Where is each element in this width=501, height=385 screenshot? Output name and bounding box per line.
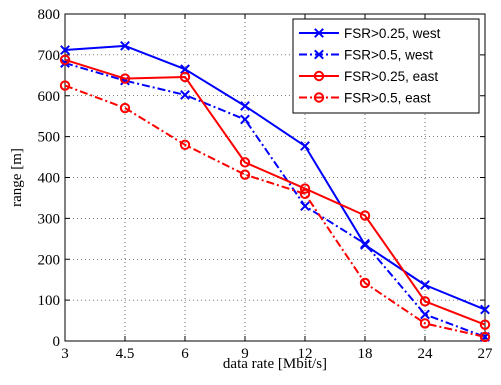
circle-marker [299, 188, 311, 200]
legend-item: FSR>0.25, east [299, 69, 438, 84]
x-tick-label: 18 [358, 346, 373, 362]
x-marker [240, 114, 250, 125]
x-marker [180, 64, 190, 75]
y-tick-label: 0 [53, 334, 61, 350]
y-tick-label: 600 [38, 89, 61, 105]
y-tick-label: 800 [38, 7, 61, 23]
y-tick-label: 500 [38, 130, 61, 146]
legend-label: FSR>0.5, east [344, 91, 431, 106]
x-marker [314, 49, 324, 60]
x-axis-label: data rate [Mbit/s] [223, 356, 327, 372]
legend-item: FSR>0.5, west [299, 48, 433, 63]
y-tick-label: 400 [38, 171, 61, 187]
series-line [64, 84, 486, 338]
circle-marker [239, 157, 251, 168]
circle-marker [239, 169, 251, 180]
x-marker [420, 309, 430, 320]
series-2 [59, 54, 491, 330]
circle-marker [313, 92, 325, 103]
y-axis-label: range [m] [9, 148, 25, 207]
x-tick-label: 3 [61, 346, 69, 362]
circle-marker [119, 73, 131, 84]
x-tick-label: 9 [241, 346, 249, 362]
legend-label: FSR>0.5, west [344, 48, 433, 63]
legend-label: FSR>0.25, east [344, 69, 438, 84]
y-tick-label: 100 [38, 293, 61, 309]
x-marker [300, 141, 310, 151]
x-marker [300, 201, 310, 212]
x-tick-label: 6 [181, 346, 189, 362]
circle-marker [419, 296, 431, 307]
series-line [64, 62, 486, 338]
circle-marker [479, 319, 491, 330]
x-marker [240, 101, 250, 111]
circle-marker [59, 54, 71, 65]
series-line [64, 58, 486, 326]
x-marker [314, 28, 324, 38]
legend-item: FSR>0.25, west [299, 26, 441, 41]
y-tick-label: 300 [38, 211, 61, 227]
circle-marker [359, 210, 371, 221]
x-tick-label: 24 [418, 346, 434, 362]
x-tick-label: 27 [478, 346, 494, 362]
data-series [59, 40, 491, 343]
x-marker [480, 304, 490, 315]
legend-item: FSR>0.5, east [299, 91, 431, 106]
y-tick-label: 200 [38, 252, 61, 268]
legend-label: FSR>0.25, west [344, 26, 441, 41]
circle-marker [59, 80, 71, 91]
circle-marker [359, 277, 371, 289]
circle-marker [179, 139, 191, 151]
series-line [64, 44, 486, 311]
circle-marker [119, 102, 131, 114]
series-3 [59, 80, 491, 343]
x-tick-label: 12 [298, 346, 313, 362]
x-tick-label: 4.5 [116, 346, 135, 362]
x-marker [360, 238, 370, 249]
axis-ticks: 0 100 200 300 400 500 600 700 800 3 4.5 6 9 12 18 24 27 [38, 7, 494, 362]
x-marker [120, 40, 130, 51]
x-marker [60, 45, 70, 55]
y-tick-label: 700 [38, 48, 61, 64]
x-marker [180, 90, 190, 100]
x-marker [420, 280, 430, 290]
circle-marker [313, 70, 325, 82]
legend: FSR>0.25, west FSR>0.5, west FSR>0.25, eas… [292, 18, 480, 114]
circle-marker [479, 331, 491, 343]
circle-marker [179, 71, 191, 83]
circle-marker [299, 183, 311, 194]
circle-marker [419, 318, 431, 329]
